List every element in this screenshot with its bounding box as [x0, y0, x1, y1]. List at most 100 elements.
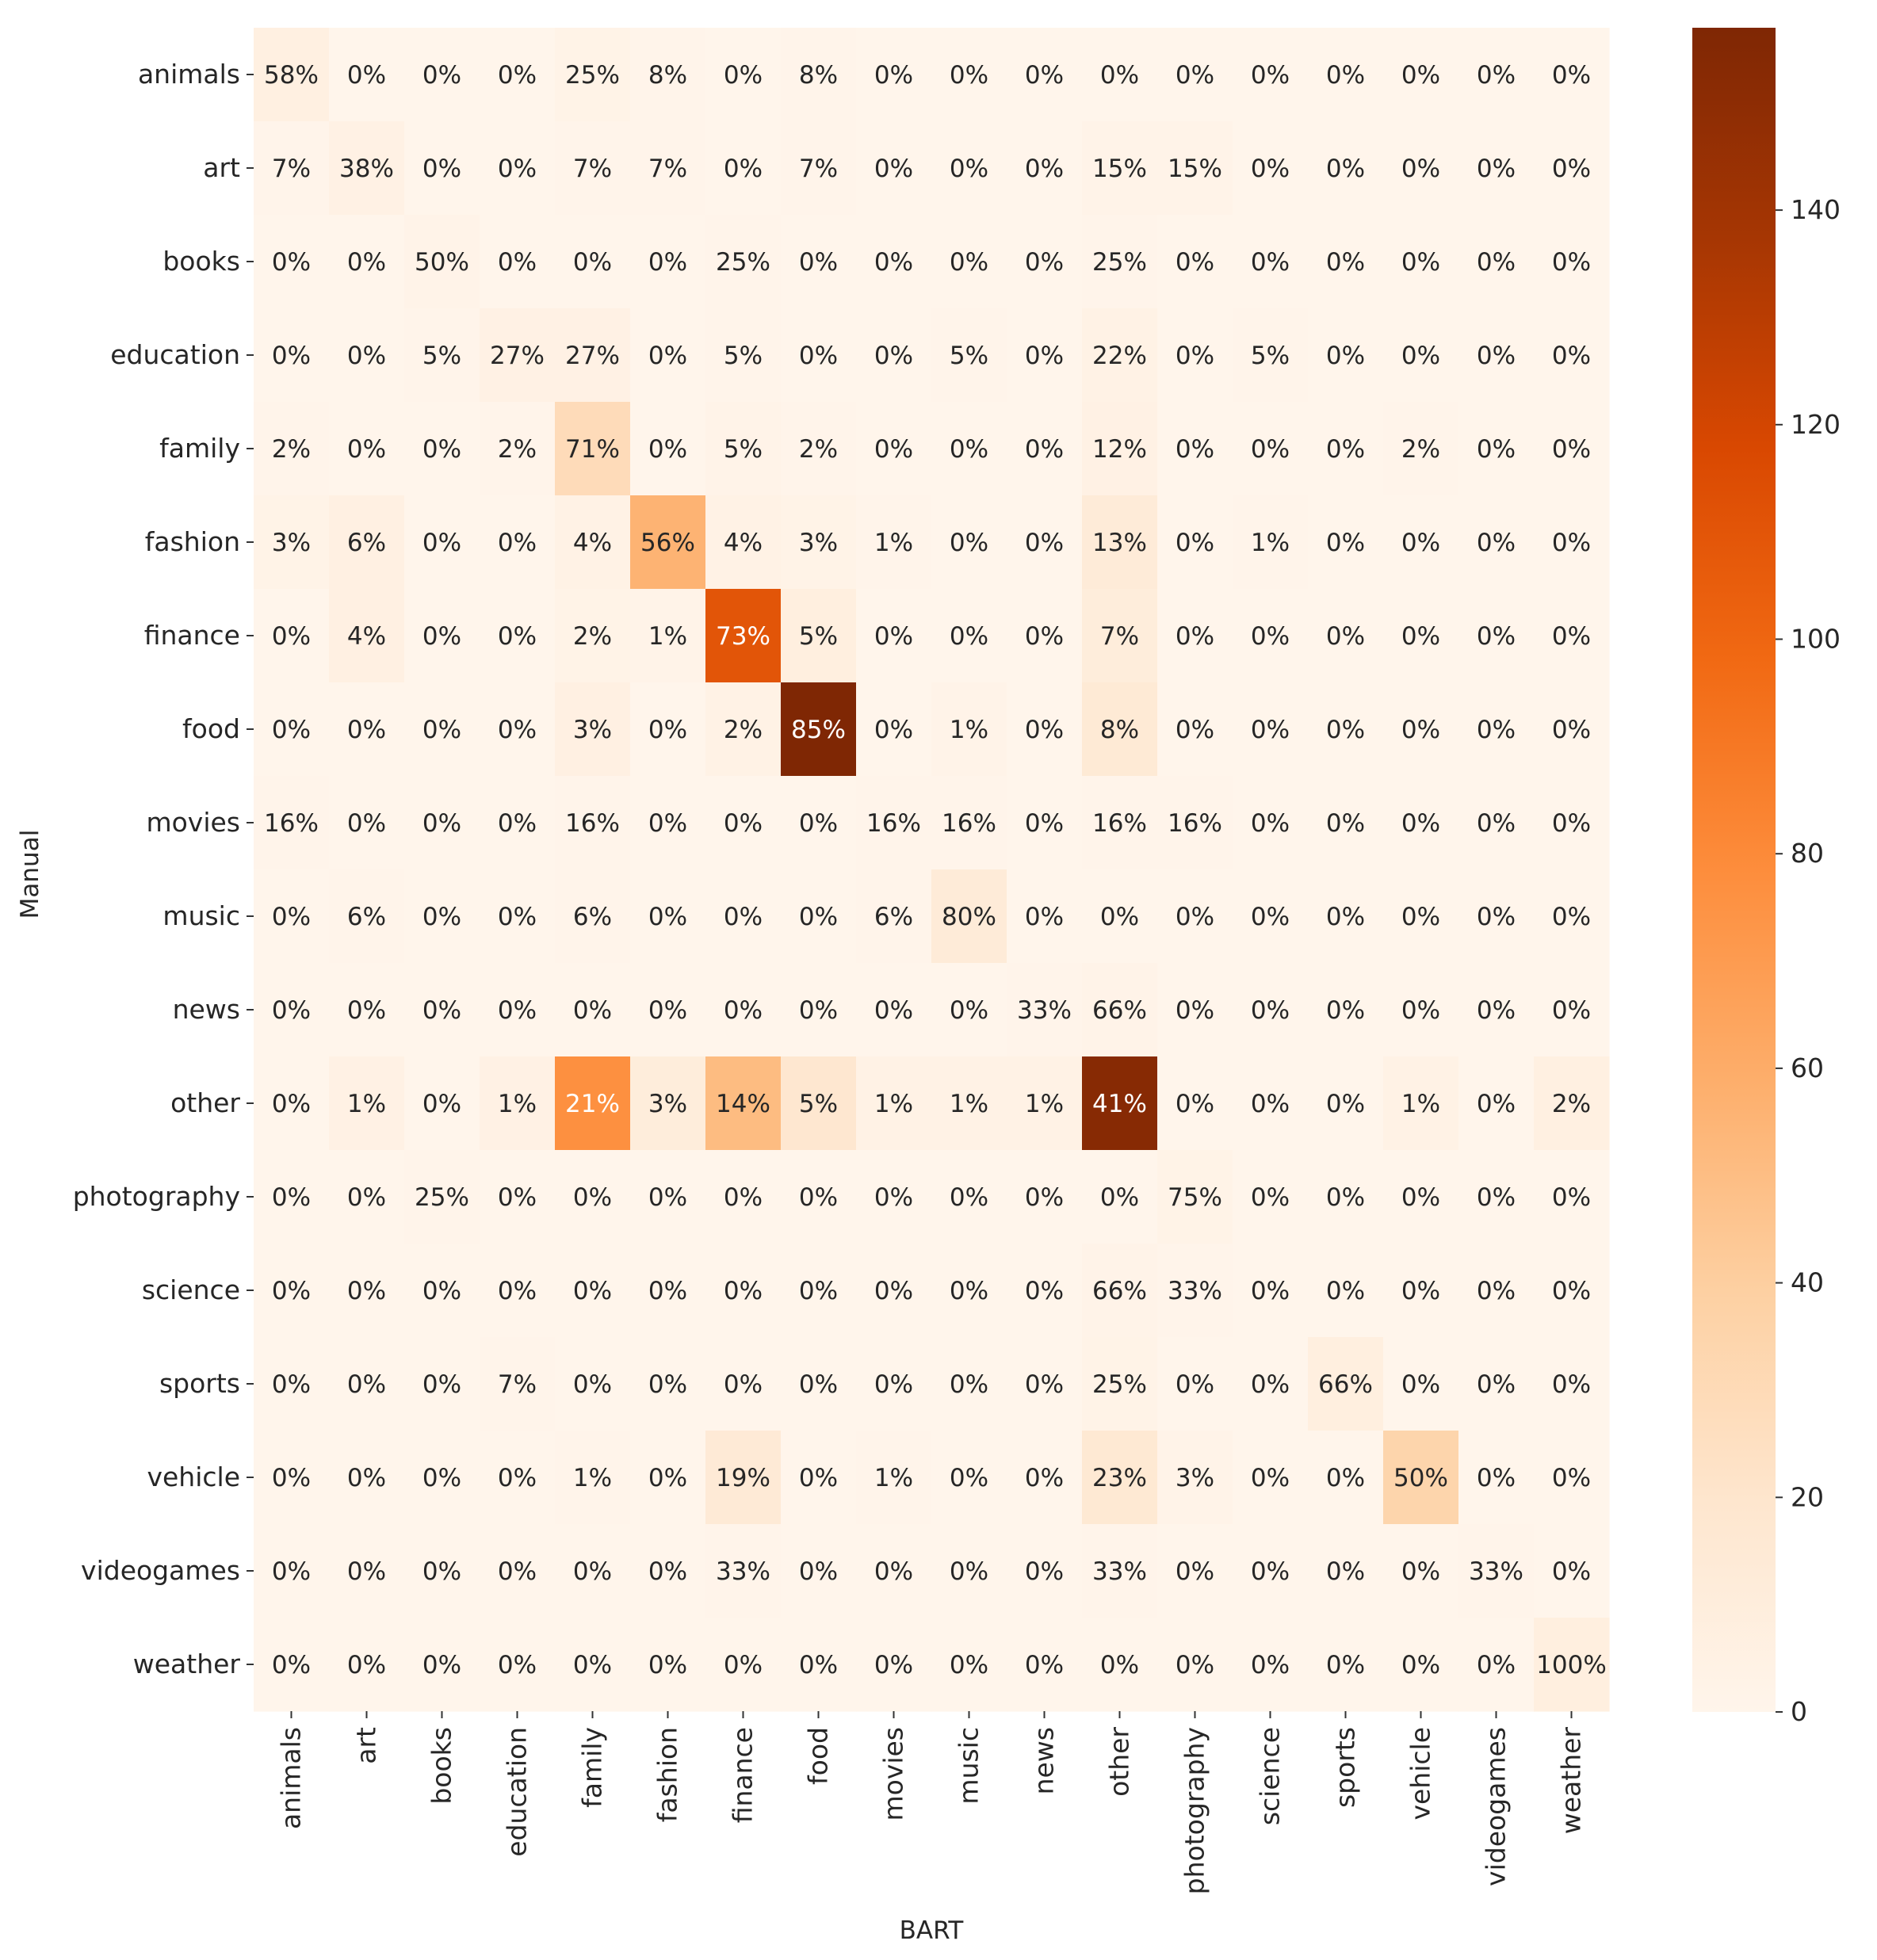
cell-value-label: 0% — [347, 342, 386, 370]
cell-value-label: 71% — [565, 435, 620, 464]
cell-value-label: 0% — [422, 622, 461, 651]
cell-value-label: 66% — [1318, 1370, 1373, 1399]
heatmap-cell — [630, 402, 706, 496]
heatmap-cell — [856, 308, 932, 403]
cell-value-label: 6% — [874, 903, 913, 931]
heatmap-cell — [1458, 1150, 1535, 1244]
cell-value-label: 0% — [1326, 1183, 1365, 1212]
heatmap-cell — [1383, 1618, 1459, 1712]
heatmap-cell — [1534, 1244, 1610, 1338]
cell-value-label: 0% — [724, 809, 763, 838]
cell-value-label: 0% — [422, 155, 461, 183]
heatmap-cell — [404, 28, 480, 122]
heatmap-cell — [781, 1337, 857, 1431]
heatmap-cell — [931, 589, 1007, 683]
heatmap-cell — [404, 1337, 480, 1431]
colorbar-tick-label: 80 — [1791, 838, 1824, 869]
heatmap-cell — [254, 1337, 330, 1431]
heatmap-cell — [705, 869, 782, 964]
cell-value-label: 0% — [1477, 903, 1516, 931]
cell-value-label: 0% — [422, 1651, 461, 1679]
cell-value-label: 0% — [1477, 622, 1516, 651]
cell-value-label: 0% — [573, 1370, 612, 1399]
cell-value-label: 0% — [1552, 622, 1591, 651]
heatmap-cell — [856, 1150, 932, 1244]
colorbar-tick-label: 140 — [1791, 194, 1841, 225]
heatmap-cell — [480, 963, 556, 1057]
cell-value-label: 0% — [498, 622, 537, 651]
cell-value-label: 25% — [716, 248, 770, 277]
heatmap-cell — [1082, 682, 1158, 777]
cell-value-label: 0% — [1176, 716, 1214, 744]
heatmap-cell — [1308, 1431, 1384, 1525]
cell-value-label: 66% — [1092, 1277, 1147, 1305]
heatmap-cell — [1007, 1056, 1083, 1151]
cell-value-label: 0% — [498, 1651, 537, 1679]
heatmap-cell — [1157, 1618, 1233, 1712]
cell-value-label: 1% — [874, 1090, 913, 1118]
cell-value-label: 16% — [1168, 809, 1222, 838]
cell-value-label: 0% — [1552, 1464, 1591, 1492]
cell-value-label: 6% — [573, 903, 612, 931]
heatmap-cell — [931, 495, 1007, 590]
heatmap-cell — [1383, 28, 1459, 122]
cell-value-label: 0% — [1251, 1557, 1290, 1586]
heatmap-cell — [1458, 1056, 1535, 1151]
heatmap-cell — [404, 1431, 480, 1525]
heatmap-cell — [404, 1056, 480, 1151]
cell-value-label: 0% — [347, 1277, 386, 1305]
heatmap-cell — [931, 28, 1007, 122]
heatmap-cell — [856, 1524, 932, 1618]
cell-value-label: 0% — [1326, 1090, 1365, 1118]
heatmap-cell — [1383, 1431, 1459, 1525]
cell-value-label: 0% — [648, 996, 687, 1025]
cell-value-label: 25% — [565, 61, 620, 90]
cell-value-label: 0% — [1552, 342, 1591, 370]
cell-value-label: 0% — [1176, 342, 1214, 370]
cell-value-label: 1% — [498, 1090, 537, 1118]
cell-value-label: 0% — [573, 1557, 612, 1586]
cell-value-label: 0% — [1025, 1557, 1064, 1586]
heatmap-cell — [1458, 1431, 1535, 1525]
heatmap-cell — [1534, 121, 1610, 216]
heatmap-cell — [856, 1244, 932, 1338]
cell-value-label: 6% — [347, 529, 386, 557]
heatmap-cell — [480, 869, 556, 964]
heatmap-cell — [931, 1524, 1007, 1618]
heatmap-cell — [1082, 869, 1158, 964]
heatmap-cell — [329, 1431, 405, 1525]
cell-value-label: 0% — [1477, 529, 1516, 557]
heatmap-cell — [630, 682, 706, 777]
cell-value-label: 0% — [272, 1277, 311, 1305]
cell-value-label: 2% — [573, 622, 612, 651]
colorbar-tick-label: 0 — [1791, 1696, 1807, 1727]
heatmap-cell — [480, 1244, 556, 1338]
heatmap-cell-labels: 58% 0% 0% 0% 25% 8% 0% 8% 0% 0% 0% 0% 0% 0% 0% 0% 0% 0% 7%… — [264, 61, 1607, 1679]
cell-value-label: 7% — [648, 155, 687, 183]
x-tick-label: news — [1029, 1727, 1060, 1794]
heatmap-cell — [329, 1150, 405, 1244]
cell-value-label: 0% — [347, 809, 386, 838]
cell-value-label: 0% — [272, 1183, 311, 1212]
heatmap-cell — [1007, 1337, 1083, 1431]
y-tick-label: vehicle — [147, 1461, 240, 1492]
cell-value-label: 0% — [272, 248, 311, 277]
cell-value-label: 0% — [799, 342, 838, 370]
heatmap-cell — [480, 776, 556, 870]
cell-value-label: 16% — [565, 809, 620, 838]
heatmap-cell — [931, 776, 1007, 870]
cell-value-label: 0% — [1326, 1651, 1365, 1679]
cell-value-label: 0% — [1477, 1277, 1516, 1305]
colorbar: 0 20 40 60 80 100 120 140 — [1692, 28, 1841, 1727]
cell-value-label: 0% — [874, 1651, 913, 1679]
cell-value-label: 0% — [1401, 1557, 1440, 1586]
heatmap-cell — [480, 308, 556, 403]
heatmap-cell — [329, 28, 405, 122]
cell-value-label: 0% — [1401, 903, 1440, 931]
heatmap-cell — [1308, 1056, 1384, 1151]
cell-value-label: 1% — [1025, 1090, 1064, 1118]
heatmap-cell — [1233, 589, 1309, 683]
heatmap-cell — [931, 1431, 1007, 1525]
heatmap-cell — [1534, 1618, 1610, 1712]
cell-value-label: 0% — [1401, 1370, 1440, 1399]
